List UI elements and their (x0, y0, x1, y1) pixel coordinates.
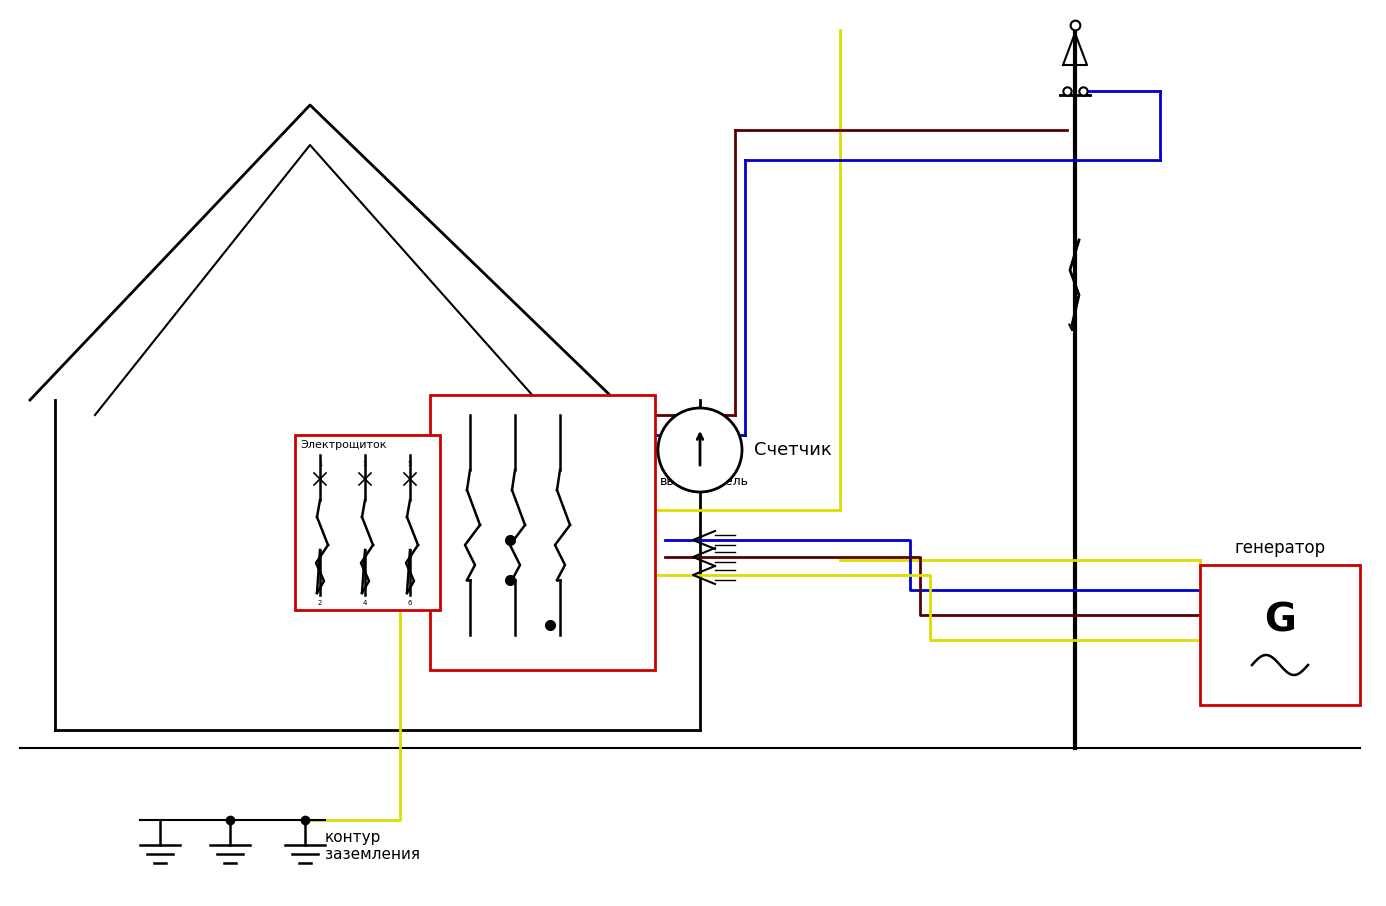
Text: G: G (1264, 601, 1296, 639)
Bar (1200, 565, 1360, 705)
Text: 6: 6 (407, 600, 412, 606)
Text: 1: 1 (317, 461, 323, 467)
Text: вводной
выключатель: вводной выключатель (660, 460, 748, 488)
Text: контур
заземления: контур заземления (324, 830, 420, 863)
Bar (430, 395, 656, 670)
Text: генератор: генератор (1235, 539, 1325, 557)
Text: 5: 5 (407, 461, 412, 467)
Text: Счетчик: Счетчик (754, 441, 832, 459)
Bar (295, 435, 439, 610)
Circle shape (658, 408, 742, 492)
Text: 4: 4 (363, 600, 367, 606)
Text: 2: 2 (317, 600, 322, 606)
Text: 3: 3 (363, 461, 367, 467)
Text: Электрощиток: Электрощиток (299, 440, 387, 450)
